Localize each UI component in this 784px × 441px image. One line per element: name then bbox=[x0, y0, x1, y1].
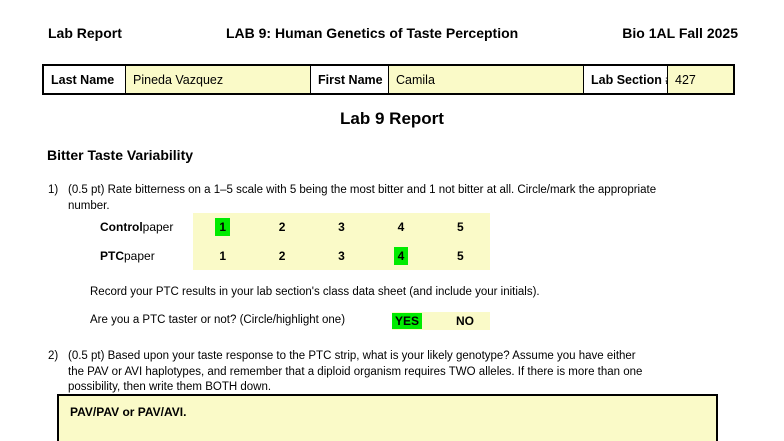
ptc-rating-3[interactable]: 3 bbox=[338, 248, 345, 263]
control-rating-3[interactable]: 3 bbox=[338, 220, 345, 235]
header-course-term: Bio 1AL Fall 2025 bbox=[622, 25, 738, 41]
question-2: 2) (0.5 pt) Based upon your taste respon… bbox=[48, 349, 642, 396]
yes-option[interactable]: YES bbox=[392, 313, 423, 329]
lab-section-label: Lab Section # bbox=[583, 66, 667, 93]
ptc-rating-1[interactable]: 1 bbox=[219, 248, 227, 263]
question-1-number: 1) bbox=[48, 184, 59, 196]
first-name-label: First Name bbox=[310, 66, 388, 93]
bitterness-rating-grid: Control paper PTC paper 1 2 3 4 5 1 2 3 … bbox=[100, 213, 490, 270]
rating-cells: 1 2 3 4 5 1 2 3 4 5 bbox=[193, 213, 490, 270]
header-lab-title: LAB 9: Human Genetics of Taste Perceptio… bbox=[225, 25, 519, 41]
control-rating-5[interactable]: 5 bbox=[456, 220, 464, 235]
taster-question: Are you a PTC taster or not? (Circle/hig… bbox=[90, 314, 346, 326]
lab-section-value[interactable]: 427 bbox=[667, 66, 733, 93]
record-results-note: Record your PTC results in your lab sect… bbox=[90, 286, 540, 298]
ptc-rating-2[interactable]: 2 bbox=[278, 248, 286, 263]
rating-row-labels: Control paper PTC paper bbox=[100, 213, 193, 270]
student-info-table: Last Name Pineda Vazquez First Name Cami… bbox=[42, 64, 735, 95]
control-rating-4[interactable]: 4 bbox=[397, 220, 405, 235]
report-title: Lab 9 Report bbox=[340, 109, 444, 128]
control-paper-label: Control paper bbox=[100, 220, 174, 235]
section-heading: Bitter Taste Variability bbox=[47, 147, 194, 163]
ptc-rating-row: 1 2 3 4 5 bbox=[193, 242, 490, 271]
question-2-text: (0.5 pt) Based upon your taste response … bbox=[68, 350, 643, 393]
first-name-value[interactable]: Camila bbox=[388, 66, 583, 93]
last-name-value[interactable]: Pineda Vazquez bbox=[125, 66, 310, 93]
ptc-paper-label: PTC paper bbox=[100, 248, 155, 263]
genotype-answer-text: PAV/PAV or PAV/AVI. bbox=[70, 405, 187, 419]
header-doc-type: Lab Report bbox=[48, 25, 122, 41]
ptc-rating-4[interactable]: 4 bbox=[371, 242, 430, 271]
control-rating-1[interactable]: 1 bbox=[193, 213, 252, 242]
taster-options: YES NO bbox=[392, 312, 490, 330]
control-rating-row: 1 2 3 4 5 bbox=[193, 213, 490, 242]
document-header: Lab Report LAB 9: Human Genetics of Tast… bbox=[48, 25, 738, 41]
question-1: 1) (0.5 pt) Rate bitterness on a 1–5 sca… bbox=[48, 183, 656, 214]
ptc-rating-5[interactable]: 5 bbox=[456, 248, 464, 263]
genotype-answer-box[interactable]: PAV/PAV or PAV/AVI. bbox=[57, 394, 718, 441]
last-name-label: Last Name bbox=[44, 66, 125, 93]
question-1-text: (0.5 pt) Rate bitterness on a 1–5 scale … bbox=[68, 184, 657, 212]
no-option[interactable]: NO bbox=[456, 314, 475, 328]
control-rating-2[interactable]: 2 bbox=[278, 220, 286, 235]
question-2-number: 2) bbox=[48, 350, 59, 362]
